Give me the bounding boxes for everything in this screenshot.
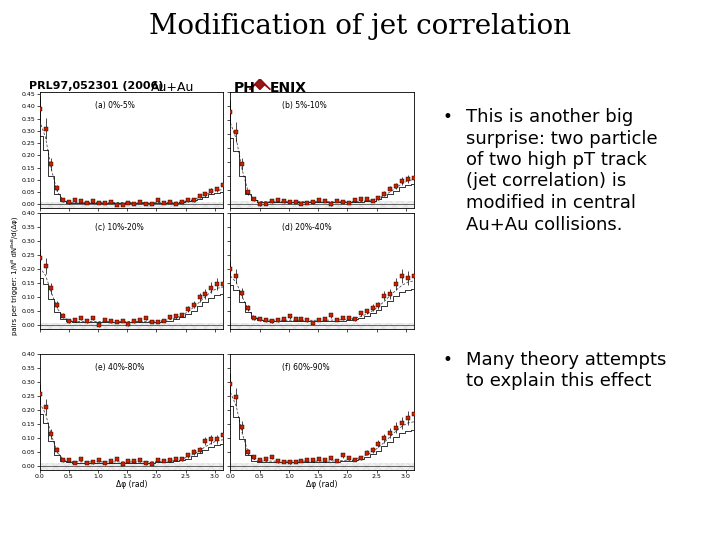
Text: This is another big
surprise: two particle
of two high pT track
(jet correlation: This is another big surprise: two partic…: [466, 108, 657, 233]
Text: (e) 40%-80%: (e) 40%-80%: [95, 363, 144, 372]
Text: Many theory attempts
to explain this effect: Many theory attempts to explain this eff…: [466, 351, 666, 390]
X-axis label: Δφ (rad): Δφ (rad): [307, 481, 338, 489]
Bar: [230, 201, 414, 208]
Text: PRL97,052301 (2006): PRL97,052301 (2006): [29, 81, 163, 91]
Text: (b) 5%-10%: (b) 5%-10%: [282, 101, 327, 110]
Text: PH: PH: [234, 81, 256, 95]
Bar: [40, 202, 223, 208]
Polygon shape: [250, 79, 270, 90]
Text: (c) 10%-20%: (c) 10%-20%: [95, 222, 143, 232]
Text: ENIX: ENIX: [270, 81, 307, 95]
Text: (a) 0%-5%: (a) 0%-5%: [95, 101, 135, 110]
Bar: [230, 463, 414, 470]
Text: (d) 20%-40%: (d) 20%-40%: [282, 222, 331, 232]
X-axis label: Δφ (rad): Δφ (rad): [116, 481, 147, 489]
Bar: [40, 463, 223, 470]
Text: Au+Au: Au+Au: [151, 81, 194, 94]
Text: Modification of jet correlation: Modification of jet correlation: [149, 14, 571, 40]
Bar: [230, 323, 414, 329]
Text: pairs per trigger: 1/Nᴮ dNᴮᵃᴮ/d(Δφ): pairs per trigger: 1/Nᴮ dNᴮᵃᴮ/d(Δφ): [11, 216, 18, 335]
Text: •: •: [443, 108, 453, 126]
Text: (f) 60%-90%: (f) 60%-90%: [282, 363, 330, 372]
Text: •: •: [443, 351, 453, 369]
Bar: [40, 323, 223, 329]
